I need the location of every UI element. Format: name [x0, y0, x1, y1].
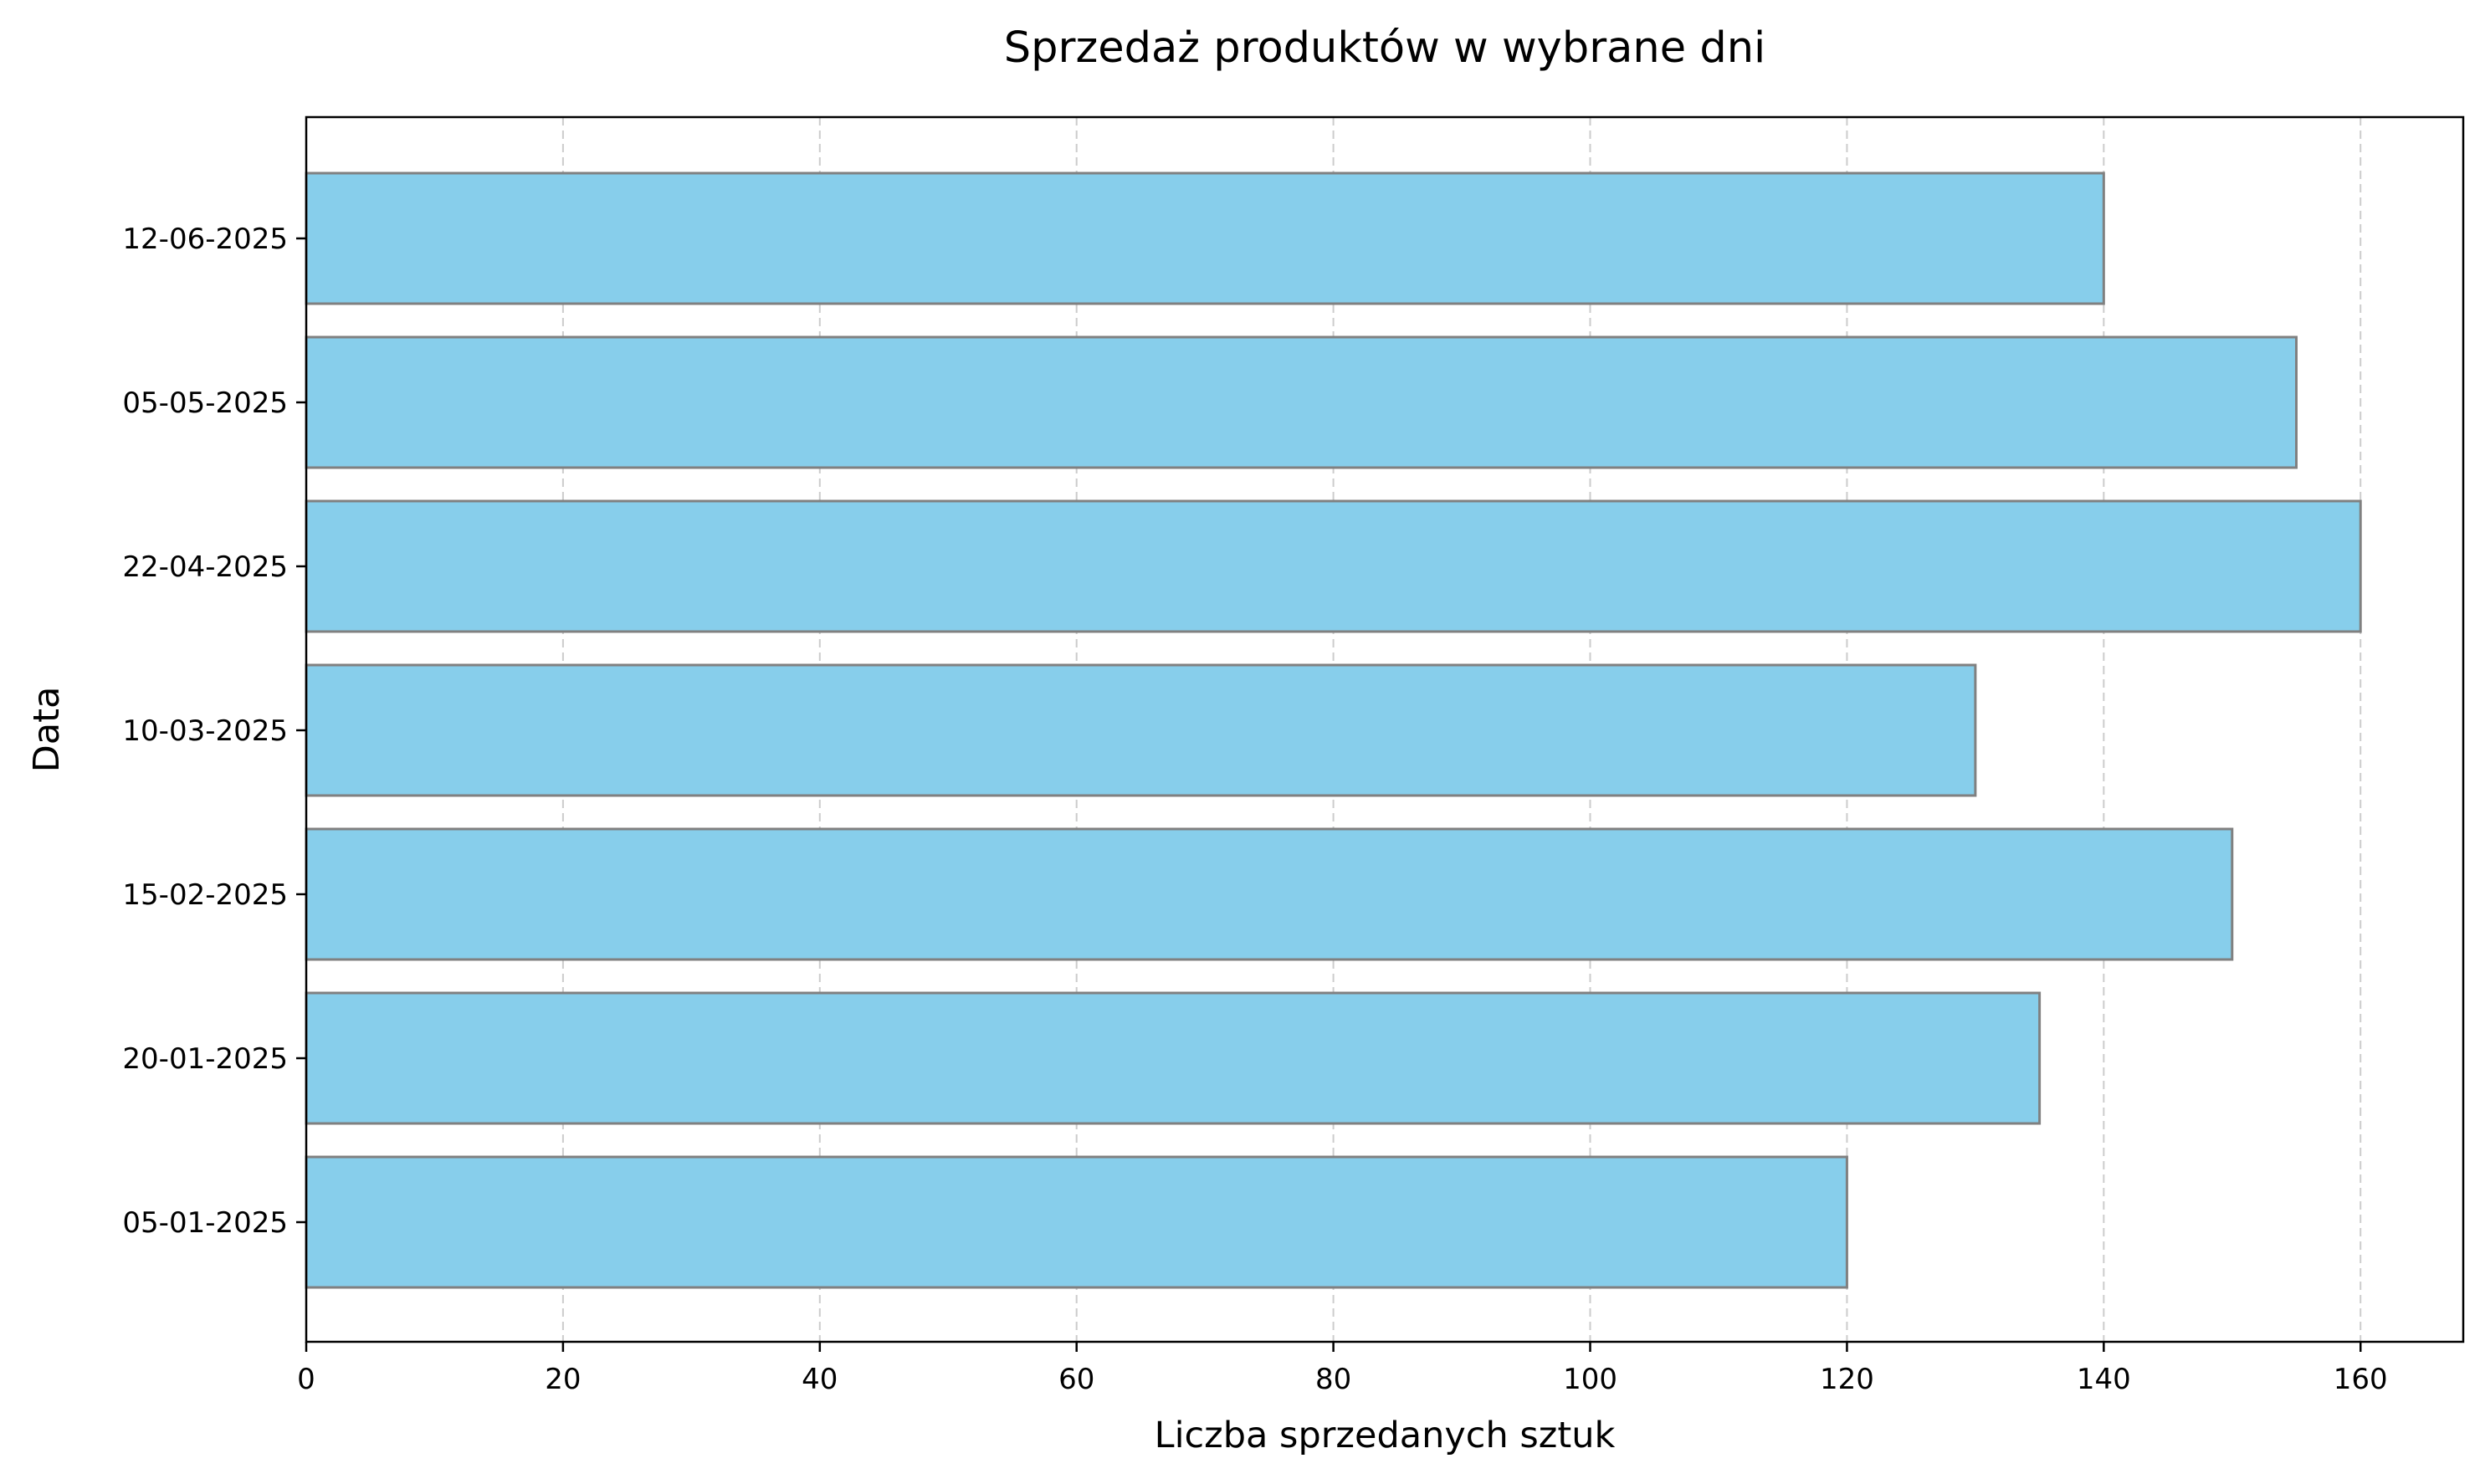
bars-layer — [305, 171, 2362, 1289]
y-tick-label: 05-05-2025 — [122, 386, 288, 420]
y-tick-label: 05-01-2025 — [122, 1206, 288, 1240]
y-tick-label: 20-01-2025 — [122, 1042, 288, 1076]
x-tick-label: 160 — [2334, 1363, 2388, 1396]
grid-layer — [305, 117, 2362, 1342]
y-tick-label: 12-06-2025 — [122, 223, 288, 256]
x-tick-label: 140 — [2077, 1363, 2131, 1396]
chart-title: Sprzedaż produktów w wybrane dni — [1004, 23, 1765, 73]
y-axis-label: Data — [26, 687, 68, 773]
x-axis-label: Liczba sprzedanych sztuk — [1155, 1415, 1616, 1456]
x-tick-label: 60 — [1058, 1363, 1094, 1396]
bar — [305, 663, 1977, 797]
bar — [305, 171, 2105, 305]
bar — [305, 1155, 1848, 1289]
y-tick-label: 15-02-2025 — [122, 878, 288, 912]
x-axis-ticks: 0 20 40 60 80 100 120 140 160 — [297, 1342, 2388, 1396]
bar — [305, 827, 2234, 961]
x-tick-label: 20 — [545, 1363, 581, 1396]
bar — [305, 335, 2298, 469]
x-tick-label: 80 — [1315, 1363, 1351, 1396]
y-axis-ticks: 05-01-2025 20-01-2025 15-02-2025 10-03-2025… — [122, 223, 306, 1240]
y-tick-label: 10-03-2025 — [122, 714, 288, 748]
x-tick-label: 0 — [297, 1363, 315, 1396]
bar — [305, 991, 2042, 1125]
x-tick-label: 120 — [1820, 1363, 1874, 1396]
x-tick-label: 100 — [1563, 1363, 1617, 1396]
bar — [305, 499, 2362, 633]
x-tick-label: 40 — [802, 1363, 838, 1396]
y-tick-label: 22-04-2025 — [122, 550, 288, 584]
